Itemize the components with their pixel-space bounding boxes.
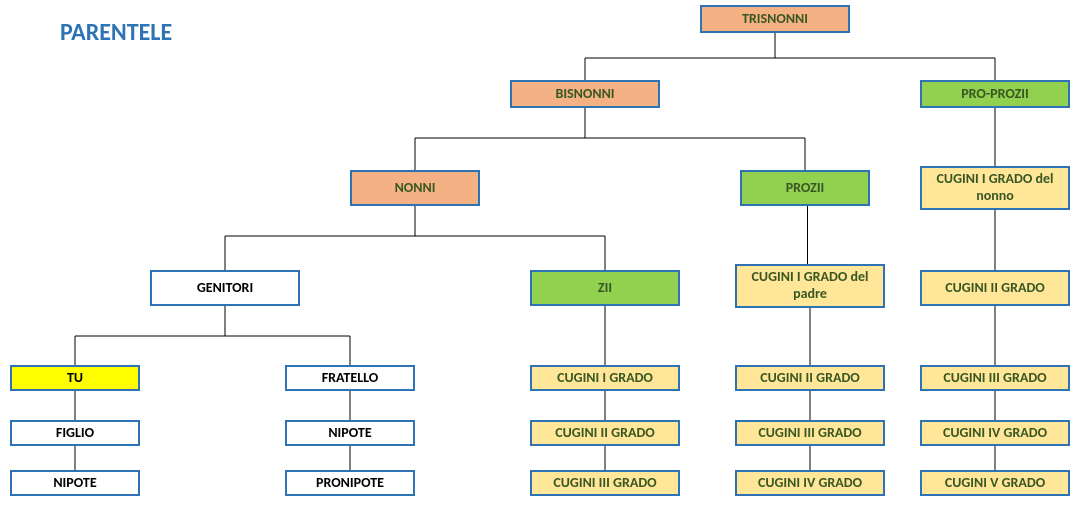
node-trisnonni: TRISNONNI [700, 5, 850, 33]
node-cug2c: CUGINI II GRADO [530, 420, 680, 446]
node-cug3a: CUGINI III GRADO [920, 365, 1070, 391]
node-cug3c: CUGINI III GRADO [530, 470, 680, 496]
node-tu: TU [10, 365, 140, 391]
node-pronipote: PRONIPOTE [285, 470, 415, 496]
diagram-title: PARENTELE [60, 18, 172, 47]
node-cug3b: CUGINI III GRADO [735, 420, 885, 446]
node-cug4a: CUGINI IV GRADO [920, 420, 1070, 446]
node-cug4b: CUGINI IV GRADO [735, 470, 885, 496]
node-nonni: NONNI [350, 170, 480, 206]
node-genitori: GENITORI [150, 270, 300, 306]
node-cugini1nonno: CUGINI I GRADO del nonno [920, 166, 1070, 210]
node-cugini2a: CUGINI II GRADO [920, 270, 1070, 306]
node-cug1a: CUGINI I GRADO [530, 365, 680, 391]
node-cug2b: CUGINI II GRADO [735, 365, 885, 391]
node-cugini1padre: CUGINI I GRADO del padre [735, 264, 885, 308]
node-nipote: NIPOTE [285, 420, 415, 446]
node-nipote2: NIPOTE [10, 470, 140, 496]
node-figlio: FIGLIO [10, 420, 140, 446]
node-proprozii: PRO-PROZII [920, 80, 1070, 108]
node-fratello: FRATELLO [285, 365, 415, 391]
node-prozii: PROZII [740, 170, 870, 206]
diagram-canvas: PARENTELE TRISNONNI BISNONNI PRO-PROZII NON… [0, 0, 1078, 507]
node-zii: ZII [530, 270, 680, 306]
node-cug5: CUGINI V GRADO [920, 470, 1070, 496]
node-bisnonni: BISNONNI [510, 80, 660, 108]
